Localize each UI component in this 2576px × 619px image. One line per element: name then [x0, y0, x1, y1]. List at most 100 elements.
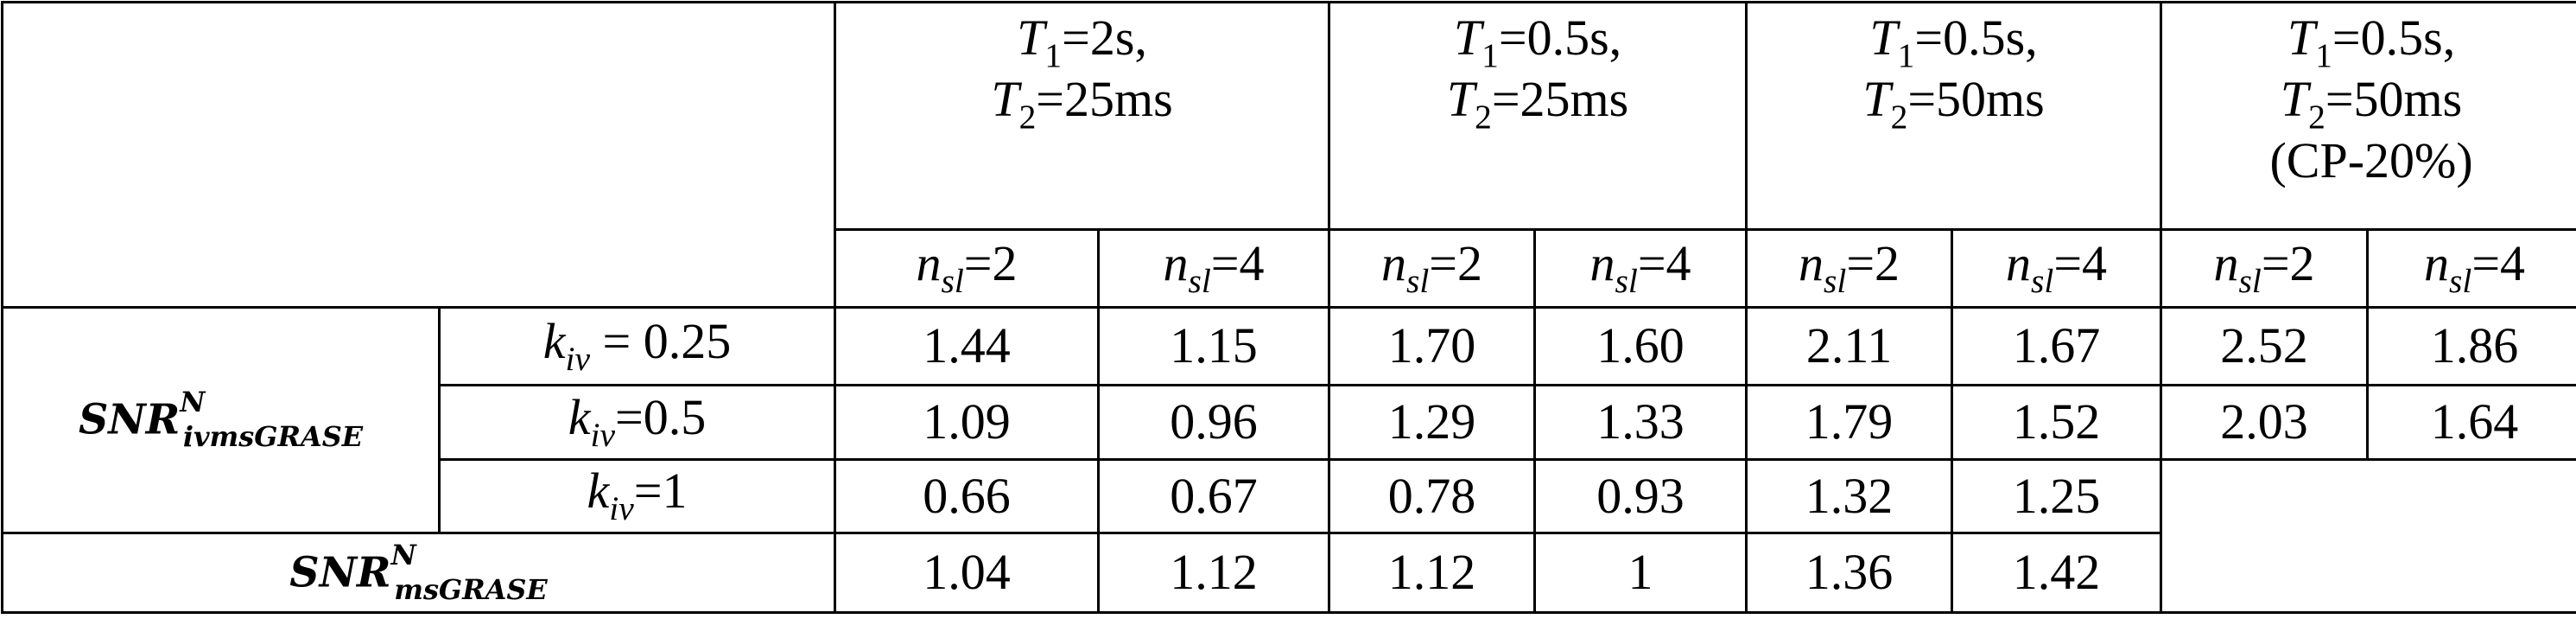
column-group-header: T1=0.5s,T2=50ms	[1747, 3, 2161, 230]
text-segment: n	[2214, 235, 2239, 291]
text-segment: =4	[1211, 235, 1265, 291]
value-cell: 1.36	[1747, 533, 1952, 613]
value-cell: 0.78	[1329, 460, 1535, 533]
text-segment: n	[1164, 235, 1189, 291]
header-line: T1=0.5s,	[1330, 12, 1745, 73]
text-segment: iv	[566, 340, 590, 378]
text-segment: =0.5s,	[1499, 10, 1621, 66]
header-line: (CP-20%)	[2162, 135, 2576, 188]
text-segment: =1	[634, 463, 688, 519]
text-segment: msGRASE	[394, 573, 548, 606]
value-cell: 2.52	[2161, 308, 2368, 386]
value-cell: 0.67	[1099, 460, 1329, 533]
value-cell: 1.09	[835, 386, 1099, 460]
text-segment: ivmsGRASE	[183, 420, 363, 453]
text-segment: =2	[2262, 235, 2315, 291]
header-line: T1=2s,	[836, 12, 1328, 73]
text-segment: sl	[1189, 262, 1211, 300]
value-cell: 1.64	[2368, 386, 2576, 460]
row-label: kiv=1	[440, 460, 835, 533]
subheader: nsl=2	[2161, 230, 2368, 308]
value-cell: 1.70	[1329, 308, 1535, 386]
text-segment: sl	[1615, 262, 1638, 300]
value-cell: 1.44	[835, 308, 1099, 386]
text-segment: 1	[1044, 36, 1062, 74]
text-segment: iv	[609, 489, 633, 527]
text-segment: n	[2006, 235, 2031, 291]
header-line: T1=0.5s,	[2162, 12, 2576, 73]
subheader: nsl=4	[1952, 230, 2161, 308]
text-segment: sl	[1824, 262, 1846, 300]
text-segment: =2	[964, 235, 1018, 291]
text-segment: n	[1799, 235, 1824, 291]
text-segment: T	[1017, 10, 1044, 66]
text-segment: =2s,	[1062, 10, 1147, 66]
text-segment: =4	[2471, 235, 2525, 291]
text-segment: n	[2424, 235, 2449, 291]
text-segment: N	[391, 539, 416, 571]
value-cell: 2.11	[1747, 308, 1952, 386]
text-segment: =0.5s,	[2332, 10, 2455, 66]
subheader: nsl=4	[1535, 230, 1747, 308]
text-segment: 2	[1475, 98, 1492, 136]
text-segment: =25ms	[1036, 71, 1172, 127]
value-cell: 1	[1535, 533, 1747, 613]
text-segment: =25ms	[1492, 71, 1628, 127]
text-segment: =2	[1429, 235, 1482, 291]
value-cell: 1.15	[1099, 308, 1329, 386]
text-segment: sl	[941, 262, 963, 300]
text-segment: sl	[2449, 262, 2471, 300]
text-segment: =2	[1846, 235, 1900, 291]
value-cell: 1.25	[1952, 460, 2161, 533]
text-segment: 2	[1891, 98, 1908, 136]
text-segment: T	[991, 71, 1018, 127]
column-group-header: T1=2s,T2=25ms	[835, 3, 1329, 230]
value-cell: 1.60	[1535, 308, 1747, 386]
row-label: kiv=0.5	[440, 386, 835, 460]
text-segment: 1	[1898, 36, 1915, 74]
subheader: nsl=2	[1329, 230, 1535, 308]
text-segment: =0.5	[615, 389, 706, 445]
header-line: T2=25ms	[1330, 73, 1745, 135]
text-segment: =0.5s,	[1914, 10, 2037, 66]
text-segment: sl	[2239, 262, 2262, 300]
header-line: T2=50ms	[1748, 73, 2160, 135]
text-segment: n	[1590, 235, 1615, 291]
header-line: T2=50ms	[2162, 73, 2576, 135]
text-segment: T	[2281, 71, 2308, 127]
text-segment: T	[1454, 10, 1482, 66]
row-group-label: SNRNivmsGRASE	[3, 308, 440, 533]
value-cell: 0.66	[835, 460, 1099, 533]
value-cell: 0.96	[1099, 386, 1329, 460]
text-segment: T	[1862, 71, 1890, 127]
column-group-header: T1=0.5s,T2=25ms	[1329, 3, 1747, 230]
row-label: kiv = 0.25	[440, 308, 835, 386]
column-group-header: T1=0.5s,T2=50ms(CP-20%)	[2161, 3, 2576, 230]
text-segment: =4	[1638, 235, 1691, 291]
text-segment: k	[543, 313, 566, 369]
value-cell: 1.04	[835, 533, 1099, 613]
text-segment: =50ms	[1907, 71, 2044, 127]
text-segment: SNR	[79, 396, 180, 444]
text-segment: k	[587, 463, 610, 519]
text-segment: T	[2287, 10, 2315, 66]
text-segment: sl	[1406, 262, 1429, 300]
text-segment: 2	[1019, 98, 1037, 136]
text-segment: T	[1869, 10, 1897, 66]
text-segment: 1	[2315, 36, 2332, 74]
empty-cell	[2161, 460, 2576, 613]
value-cell: 1.67	[1952, 308, 2161, 386]
text-segment: n	[1381, 235, 1406, 291]
value-cell: 1.12	[1099, 533, 1329, 613]
text-segment: =4	[2053, 235, 2107, 291]
value-cell: 0.93	[1535, 460, 1747, 533]
value-cell: 1.12	[1329, 533, 1535, 613]
header-line: T2=25ms	[836, 73, 1328, 135]
header-line: T1=0.5s,	[1748, 12, 2160, 73]
value-cell: 1.86	[2368, 308, 2576, 386]
subheader: nsl=2	[1747, 230, 1952, 308]
text-segment: = 0.25	[590, 313, 731, 369]
